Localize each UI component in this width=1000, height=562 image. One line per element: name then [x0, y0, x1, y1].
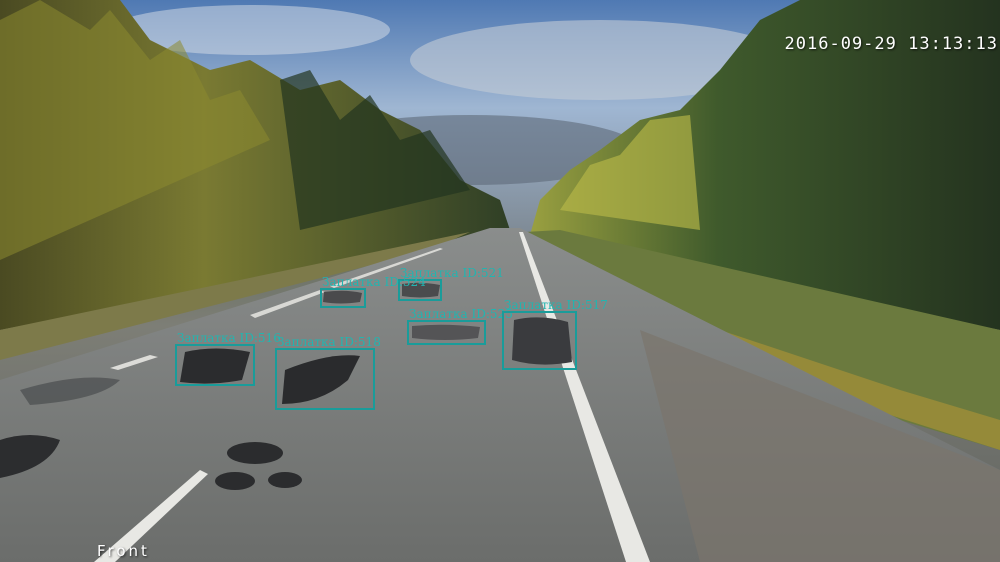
road-patch [412, 324, 480, 340]
road-patch [268, 472, 302, 488]
detection-box-517: Заплатка ID:517 [502, 299, 608, 370]
detection-label-524: Заплатка ID:524 [322, 275, 426, 289]
detection-box-516: Заплатка ID:516 [175, 332, 281, 386]
camera-label-overlay: Front [97, 542, 150, 560]
left-autumn-foliage [0, 0, 270, 260]
road-shoulder [640, 330, 1000, 562]
right-forest [530, 0, 1000, 330]
cloud [410, 20, 790, 100]
center-dash [94, 470, 208, 562]
detection-box-524: Заплатка ID:524 [320, 276, 426, 308]
detection-box-518: Заплатка ID:518 [275, 336, 381, 410]
road-patch [323, 290, 362, 304]
detection-box-521: Заплатка ID:521 [398, 267, 504, 301]
left-pines [280, 70, 470, 230]
road-patch [402, 282, 440, 298]
right-birch-foliage [560, 115, 700, 230]
road-patch [0, 435, 60, 478]
detection-label-518: Заплатка ID:518 [277, 335, 381, 349]
left-verge [0, 232, 470, 360]
right-edge-line [519, 232, 650, 562]
detection-label-521: Заплатка ID:521 [400, 266, 504, 280]
fallen-leaves [720, 330, 1000, 450]
road-patch [227, 442, 283, 464]
road-patch [512, 317, 572, 365]
center-dash [110, 355, 158, 370]
timestamp-overlay: 2016-09-29 13:13:13 [784, 34, 998, 54]
road-patch [180, 348, 250, 384]
detection-box-525: Заплатка ID:525 [407, 308, 513, 345]
road-patch [282, 355, 360, 404]
road-patch [215, 472, 255, 490]
left-edge-line [330, 248, 443, 288]
detection-label-517: Заплатка ID:517 [504, 298, 608, 312]
detection-label-516: Заплатка ID:516 [177, 331, 281, 345]
detection-label-525: Заплатка ID:525 [409, 307, 513, 321]
left-edge-line [250, 290, 325, 318]
road-patch [20, 377, 120, 405]
